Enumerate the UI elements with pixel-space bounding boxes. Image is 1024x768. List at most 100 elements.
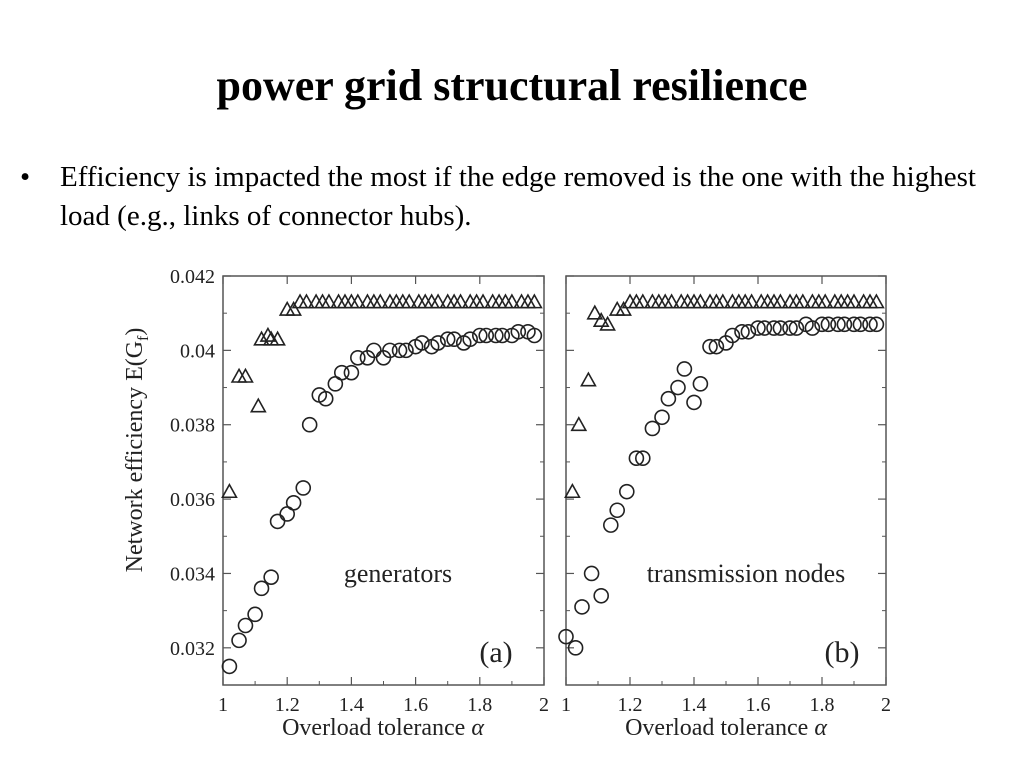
panel-b-circle-point (868, 316, 885, 333)
panel-a-circle-point (343, 364, 360, 381)
panel-b-circle-point (558, 628, 574, 645)
panel-a-triangle-point (474, 293, 492, 309)
panel-b-circle-point (660, 390, 677, 407)
panel-b-circle-point (634, 450, 651, 466)
panel-b-triangle-point (772, 293, 789, 309)
panel-a-circle-point (471, 327, 488, 344)
panel-b-circle-point (654, 409, 670, 426)
slide-title: power grid structural resilience (216, 61, 808, 110)
panel-b-circle-point (852, 316, 869, 333)
panel-a: 1 1.2 1.4 1.6 1.8 2 0.032 0.034 0.036 0.038 0.04 0.… (122, 266, 549, 741)
panel-a-alpha-symbol: α (471, 715, 484, 741)
panel-b-circle-point (686, 394, 702, 411)
panel-a-xlabel: Overload tolerance α (282, 715, 484, 741)
panel-a-circle-point (263, 569, 279, 585)
panel-a-triangle-point (249, 397, 267, 413)
panel-b-triangle-point (714, 293, 732, 309)
panel-b-circle-point (734, 323, 750, 340)
panel-b-circle-point (740, 323, 757, 340)
panel-b-circle-point (766, 320, 782, 336)
panel-a-xtick-label: 1.8 (467, 694, 492, 716)
panel-b-triangle-point (580, 371, 597, 387)
ytick-label: 0.042 (170, 266, 215, 288)
panel-a-circle-point (247, 606, 263, 623)
panel-b-ticks: 1 1.2 1.4 1.6 1.8 2 (561, 275, 891, 716)
panel-b-xtick-label: 1 (561, 694, 571, 716)
panel-a-triangle-point (221, 483, 238, 499)
panel-a-triangle-point (259, 326, 277, 342)
ytick-label: 0.032 (170, 638, 215, 660)
panel-b-circle-point (644, 420, 661, 437)
panel-b-xtick-label: 1.4 (682, 694, 707, 716)
panel-a-triangle-point (285, 300, 302, 316)
panel-a-triangle-point (237, 367, 254, 383)
panel-b-triangle-point (743, 293, 760, 309)
panel-a-xtick-label: 1 (218, 694, 228, 716)
panel-b-circle-point (583, 565, 600, 582)
panel-a-annotation: generators (344, 559, 452, 588)
panel-a-circle-point (391, 342, 408, 359)
panel-b-circle-point (574, 599, 590, 615)
panel-a-triangle-point (320, 293, 338, 309)
panel-a-circle-point (494, 327, 511, 344)
panel-a-circle-point (317, 390, 334, 407)
panel-b-triangle-point (845, 293, 863, 309)
panel-b-circle-point (814, 316, 830, 333)
panel-b-circle-point (567, 640, 584, 656)
panel-a-xtick-label: 2 (539, 694, 549, 716)
panel-b-circle-point (804, 320, 821, 336)
panel-b-triangle-point (663, 293, 680, 309)
panel-b-circle-point (756, 320, 773, 336)
panel-b-circle-point (820, 316, 837, 333)
panel-a-circle-point (253, 580, 270, 597)
y-axis-label-close: ) (122, 328, 148, 336)
panel-a-triangle-point (349, 293, 367, 309)
panel-b-xlabel-text: Overload tolerance (625, 715, 808, 741)
panel-a-circle-point (221, 658, 238, 675)
panel-b: 1 1.2 1.4 1.6 1.8 2 transmission nodes (b) Ov… (558, 275, 891, 741)
panel-a-triangle-point (253, 330, 270, 346)
panel-a-triangle-point (452, 293, 469, 309)
panel-a-circle-point (366, 342, 382, 359)
panel-a-circle-point (488, 327, 504, 344)
panel-a-triangle-point (429, 293, 447, 309)
panel-b-circle-point (772, 320, 789, 336)
panel-a-circle-point (446, 331, 462, 348)
panel-a-circle-point (333, 364, 350, 381)
panel-b-circle-point (602, 517, 619, 533)
panel-b-circle-point (836, 316, 853, 333)
panel-a-triangle-point (503, 293, 521, 309)
panel-a-circle-point (350, 349, 366, 366)
panel-b-circle-point (750, 320, 766, 336)
y-axis-label: Network efficiency E(Gf) (122, 328, 152, 573)
panel-b-triangle-point (592, 311, 610, 328)
panel-b-circle-point (618, 483, 635, 500)
panel-b-triangle-point (570, 416, 588, 432)
ytick-label: 0.034 (170, 563, 215, 585)
panel-a-circle-point (285, 495, 302, 511)
panel-b-triangle-point (634, 293, 652, 309)
panel-a-label: (a) (479, 636, 512, 669)
panel-a-triangle-point (298, 293, 315, 309)
panel-b-triangle-point (564, 483, 581, 499)
panel-b-triangle-point (599, 315, 616, 331)
panel-b-triangle-point (586, 304, 604, 320)
panel-b-triangle-point (692, 293, 709, 309)
panel-b-circle-point (609, 502, 626, 519)
panel-a-xtick-label: 1.2 (275, 694, 300, 716)
y-axis-label-subscript: f (135, 335, 152, 341)
panel-a-circle-point (462, 331, 478, 348)
panel-b-circle-point (788, 320, 805, 336)
panel-a-circle-point (231, 632, 247, 649)
panel-b-label: (b) (825, 636, 860, 669)
panel-b-xtick-label: 2 (881, 694, 891, 716)
panel-b-xlabel: Overload tolerance α (625, 715, 827, 741)
panel-b-circle-point (628, 450, 645, 466)
panel-b-circle-point (708, 338, 725, 355)
panel-b-circle-point (676, 361, 693, 377)
panel-b-triangle-point (816, 293, 834, 309)
panel-a-triangle-point (400, 293, 418, 309)
panel-a-ticks: 1 1.2 1.4 1.6 1.8 2 0.032 0.034 0.036 0.038 0.04 0.… (170, 266, 549, 716)
panel-b-triangle-point (615, 300, 632, 316)
